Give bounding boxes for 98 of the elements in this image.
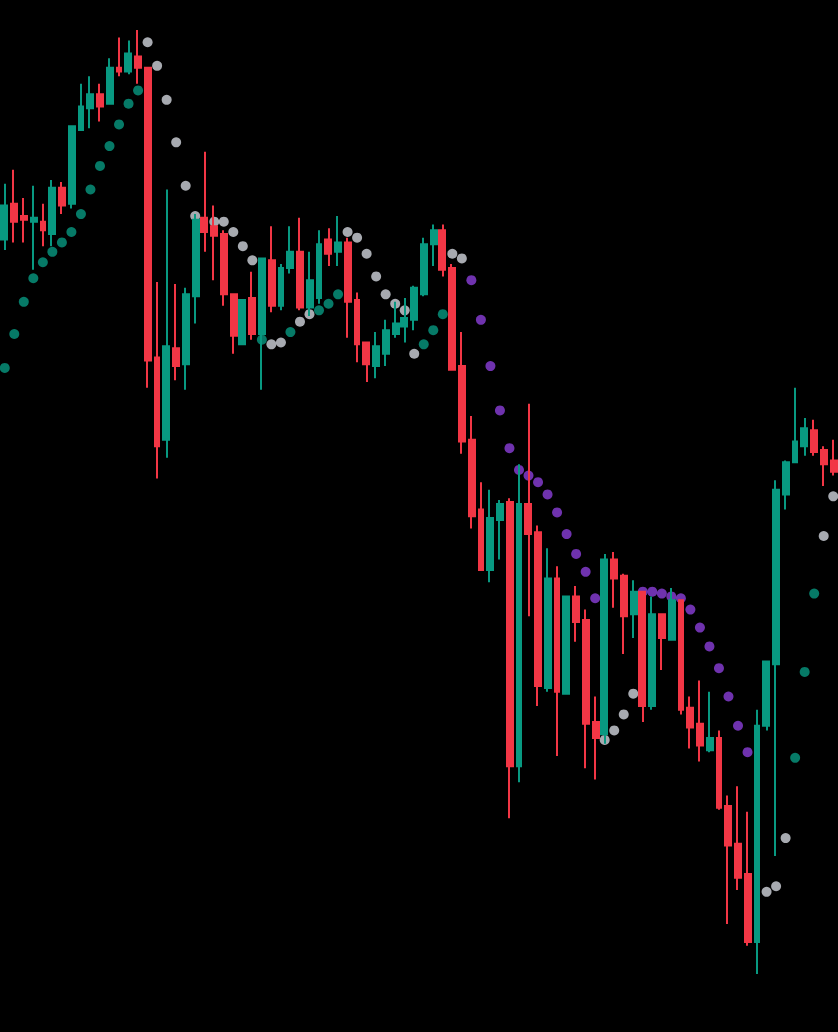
point — [237, 241, 248, 252]
candlestick — [544, 547, 552, 693]
point — [828, 491, 838, 502]
point — [618, 709, 629, 720]
candlestick — [116, 36, 122, 78]
point — [818, 530, 829, 541]
point — [0, 362, 10, 373]
candlestick — [0, 182, 8, 251]
candlestick — [162, 188, 170, 459]
point — [504, 443, 515, 454]
point — [733, 720, 744, 731]
candlestick — [58, 180, 66, 216]
point — [485, 361, 496, 372]
candlestick — [238, 298, 246, 346]
point — [780, 833, 791, 844]
point — [371, 271, 382, 282]
point — [456, 253, 467, 264]
point — [533, 477, 544, 488]
point — [552, 507, 563, 518]
point — [180, 180, 191, 191]
point — [171, 137, 182, 148]
point — [704, 641, 715, 652]
point — [314, 305, 325, 316]
point — [742, 747, 753, 758]
candlestick — [638, 590, 646, 723]
point — [75, 209, 86, 220]
point — [104, 141, 115, 152]
point — [228, 227, 239, 238]
point — [466, 275, 477, 286]
point — [85, 184, 96, 195]
point — [571, 548, 582, 559]
point — [18, 296, 29, 307]
point — [95, 160, 105, 171]
point — [333, 289, 344, 300]
candlestick — [96, 82, 104, 123]
point — [561, 529, 572, 540]
candlestick — [248, 270, 256, 341]
candlestick — [86, 75, 94, 130]
candlestick — [40, 202, 46, 248]
candlestick — [706, 690, 714, 754]
point — [342, 227, 353, 238]
point — [771, 881, 782, 892]
point — [66, 227, 77, 238]
point — [447, 248, 458, 259]
point — [628, 688, 639, 699]
point — [218, 216, 229, 227]
candlestick — [172, 282, 180, 382]
point — [809, 588, 820, 599]
candlestick — [268, 225, 276, 314]
point — [799, 666, 810, 677]
point — [275, 337, 286, 348]
candlestick — [124, 39, 132, 76]
point — [56, 237, 67, 248]
candlestick — [562, 595, 570, 695]
point — [723, 691, 734, 702]
point — [656, 588, 667, 599]
point — [437, 309, 448, 320]
point — [713, 663, 724, 674]
point — [285, 327, 296, 338]
point — [161, 94, 172, 105]
point — [37, 257, 48, 268]
point — [475, 314, 486, 325]
point — [380, 289, 391, 300]
point — [123, 98, 134, 109]
point — [609, 725, 620, 736]
point — [428, 325, 439, 336]
point — [9, 328, 20, 339]
point — [152, 60, 163, 71]
point — [352, 232, 363, 243]
point — [323, 298, 334, 309]
point — [247, 255, 258, 266]
point — [114, 119, 125, 130]
point — [685, 604, 696, 615]
point — [409, 348, 420, 359]
point — [294, 316, 305, 327]
candlestick — [324, 227, 332, 267]
candlestick — [334, 214, 342, 267]
point — [494, 405, 505, 416]
point — [790, 752, 801, 763]
point — [47, 246, 58, 257]
point — [361, 248, 372, 259]
point — [418, 339, 429, 350]
candlestick — [296, 216, 304, 312]
candlestick — [630, 579, 638, 639]
point — [694, 622, 705, 633]
point — [542, 489, 553, 500]
point — [761, 886, 772, 897]
candlestick — [554, 565, 560, 757]
point — [28, 273, 39, 284]
candlestick — [658, 613, 666, 672]
candlestick — [106, 57, 114, 105]
point — [647, 586, 658, 597]
point — [133, 85, 144, 96]
point — [590, 593, 601, 604]
point — [580, 566, 591, 577]
point — [266, 339, 277, 350]
candlestick — [506, 497, 514, 820]
point — [142, 37, 153, 48]
